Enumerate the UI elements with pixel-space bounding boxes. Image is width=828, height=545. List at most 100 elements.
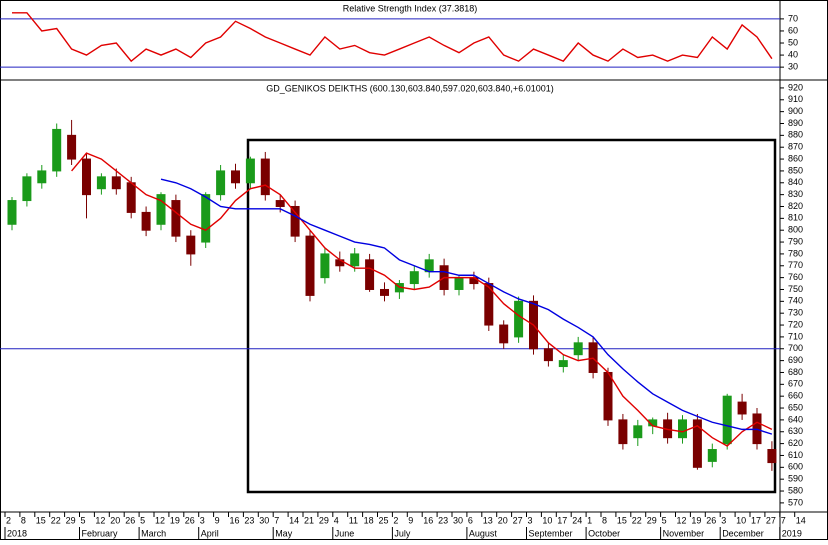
x-tick-label: 12: [677, 515, 687, 525]
candle-body: [722, 395, 732, 445]
month-label: December: [722, 528, 764, 538]
month-label: August: [469, 528, 498, 538]
candle-body: [231, 170, 240, 184]
y-tick-label: 670: [788, 379, 803, 389]
x-tick-label: 9: [408, 515, 413, 525]
candle-body: [365, 259, 375, 290]
candle-body: [409, 271, 419, 285]
candle-body: [380, 288, 389, 296]
x-tick-label: 3: [528, 515, 533, 525]
x-tick-label: 26: [185, 515, 195, 525]
y-tick-label: 810: [788, 213, 803, 223]
y-tick-label: 680: [788, 367, 803, 377]
x-tick-label: 2: [6, 515, 11, 525]
y-tick-label: 910: [788, 94, 803, 104]
y-tick-label: 590: [788, 474, 803, 484]
candle-body: [767, 449, 777, 464]
candle-body: [186, 235, 196, 255]
candle-body: [350, 253, 360, 267]
x-tick-label: 22: [632, 515, 642, 525]
y-tick-label: 600: [788, 462, 803, 472]
y-tick-label: 710: [788, 331, 803, 341]
x-tick-label: 26: [706, 515, 716, 525]
x-tick-label: 23: [244, 515, 254, 525]
x-tick-label: 6: [468, 515, 473, 525]
x-tick-label: 29: [647, 515, 657, 525]
candle-body: [469, 277, 479, 285]
candle-body: [245, 158, 255, 184]
x-tick-label: 3: [200, 515, 205, 525]
month-label: March: [141, 528, 166, 538]
month-label: June: [335, 528, 355, 538]
x-tick-label: 26: [125, 515, 135, 525]
x-tick-label: 21: [304, 515, 314, 525]
x-tick-label: 5: [662, 515, 667, 525]
x-tick-label: 27: [513, 515, 523, 525]
y-tick-label: 750: [788, 284, 803, 294]
candle-body: [678, 419, 687, 439]
x-tick-label: 5: [81, 515, 86, 525]
y-tick-label: 610: [788, 450, 803, 460]
y-tick-label: 630: [788, 426, 803, 436]
month-label: 2018: [7, 528, 27, 538]
x-tick-label: 14: [289, 515, 299, 525]
y-tick-label: 40: [788, 49, 798, 59]
month-label: July: [394, 528, 411, 538]
candle-body: [201, 194, 211, 243]
x-tick-label: 5: [140, 515, 145, 525]
candle-body: [260, 158, 270, 196]
indicator-line: [160, 178, 773, 435]
y-tick-label: 690: [788, 355, 803, 365]
candle-body: [618, 419, 628, 445]
candle-body: [141, 211, 151, 231]
x-tick-label: 15: [617, 515, 627, 525]
candle-body: [111, 176, 121, 190]
candle-body: [558, 360, 568, 368]
x-tick-label: 20: [498, 515, 508, 525]
candle-body: [216, 170, 226, 196]
y-tick-label: 840: [788, 177, 803, 187]
x-tick-label: 12: [95, 515, 105, 525]
y-tick-label: 760: [788, 272, 803, 282]
x-tick-label: 2: [393, 515, 398, 525]
x-tick-label: 30: [453, 515, 463, 525]
highlight-box: [246, 138, 777, 494]
month-label: November: [663, 528, 705, 538]
y-tick-label: 70: [788, 13, 798, 23]
y-tick-label: 870: [788, 142, 803, 152]
month-label: October: [588, 528, 620, 538]
candle-body: [171, 200, 181, 237]
y-tick-label: 30: [788, 62, 798, 72]
candle-body: [573, 342, 583, 356]
x-tick-label: 7: [781, 515, 786, 525]
y-tick-label: 730: [788, 308, 803, 318]
candle-body: [52, 128, 62, 172]
indicator-line: [71, 152, 773, 447]
month-label: May: [275, 528, 293, 538]
candle-body: [96, 176, 106, 190]
x-tick-label: 8: [602, 515, 607, 525]
x-tick-label: 29: [66, 515, 76, 525]
x-tick-label: 23: [438, 515, 448, 525]
y-tick-label: 890: [788, 118, 803, 128]
x-tick-label: 24: [572, 515, 582, 525]
x-tick-label: 27: [766, 515, 776, 525]
x-tick-label: 22: [51, 515, 61, 525]
x-tick-label: 8: [21, 515, 26, 525]
candle-body: [633, 425, 643, 439]
candle-body: [514, 300, 524, 338]
month-label: 2019: [782, 528, 802, 538]
x-tick-label: 30: [259, 515, 269, 525]
month-label: February: [82, 528, 119, 538]
x-tick-label: 25: [379, 515, 389, 525]
price-title: GD_GENIKOS DEIKTHS (600.130,603.840,597.…: [266, 83, 553, 93]
x-tick-label: 1: [587, 515, 592, 525]
candle-body: [275, 200, 285, 207]
rsi-title: Relative Strength Index (37.3818): [343, 3, 478, 13]
y-tick-label: 700: [788, 343, 803, 353]
y-tick-label: 900: [788, 106, 803, 116]
candle-body: [22, 176, 32, 202]
y-tick-label: 830: [788, 189, 803, 199]
y-tick-label: 850: [788, 165, 803, 175]
